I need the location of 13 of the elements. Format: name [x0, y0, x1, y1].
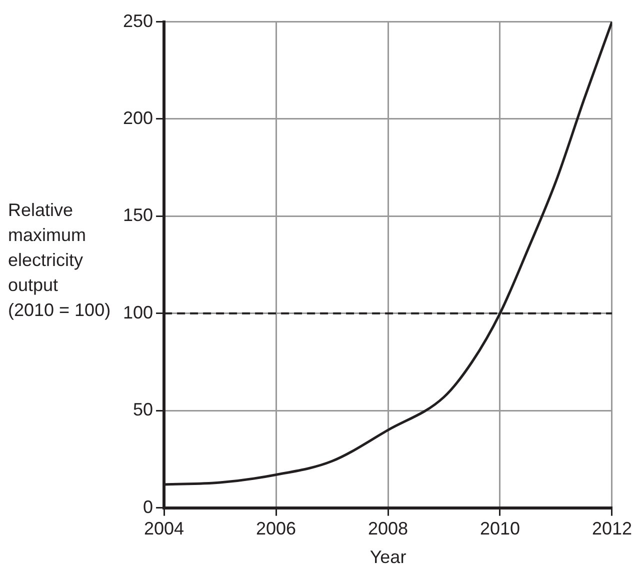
y-tick-label: 50: [133, 400, 154, 420]
y-tick-label: 200: [122, 108, 154, 128]
y-axis-title: Relative maximum electricity output (2010 = 100): [8, 199, 112, 322]
x-tick-label: 2010: [480, 518, 520, 539]
x-axis-title: Year: [370, 547, 406, 568]
y-tick-label: 0: [143, 496, 154, 517]
y-tick-label: 150: [122, 205, 154, 226]
y-tick-label: 250: [122, 10, 154, 31]
y-tick-label: 100: [122, 302, 154, 322]
x-tick-label: 2004: [144, 518, 184, 539]
x-tick-label: 2008: [368, 518, 408, 539]
x-tick-label: 2012: [592, 518, 632, 539]
x-tick-label: 2006: [256, 518, 296, 539]
